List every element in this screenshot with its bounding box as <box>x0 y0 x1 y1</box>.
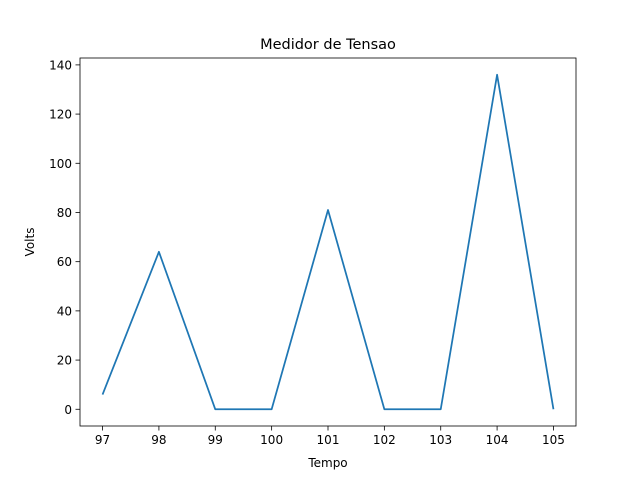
y-tick-label: 140 <box>49 58 72 72</box>
x-axis-ticks: 97 98 99 100 101 102 103 104 105 <box>95 426 565 447</box>
y-tick-label: 0 <box>64 403 72 417</box>
x-tick-label: 103 <box>429 433 452 447</box>
y-axis-ticks: 0 20 40 60 80 100 120 140 <box>49 58 80 417</box>
x-tick-label: 104 <box>486 433 509 447</box>
x-axis-label: Tempo <box>307 456 347 470</box>
plot-frame <box>79 57 577 427</box>
y-tick-label: 60 <box>57 255 72 269</box>
y-axis-label: Volts <box>23 228 37 257</box>
x-tick-label: 105 <box>542 433 565 447</box>
y-tick-label: 40 <box>57 304 72 318</box>
x-tick-label: 102 <box>373 433 396 447</box>
chart-title: Medidor de Tensao <box>260 37 396 53</box>
series-layer <box>101 73 555 411</box>
plot-area <box>80 58 576 426</box>
y-tick-label: 100 <box>49 157 72 171</box>
x-tick-label: 98 <box>151 433 166 447</box>
x-tick-label: 99 <box>208 433 223 447</box>
y-tick-label: 120 <box>49 108 72 122</box>
series-line-0 <box>101 73 555 411</box>
y-tick-label: 20 <box>57 354 72 368</box>
y-tick-label: 80 <box>57 206 72 220</box>
x-tick-label: 97 <box>95 433 110 447</box>
x-tick-label: 100 <box>260 433 283 447</box>
x-tick-label: 101 <box>317 433 340 447</box>
